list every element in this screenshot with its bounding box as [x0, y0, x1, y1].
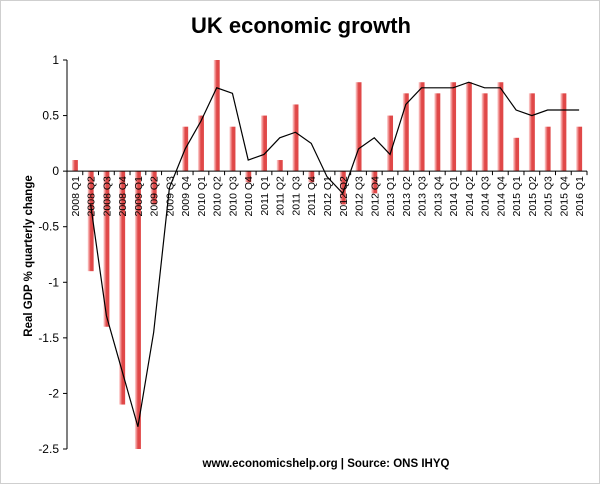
y-tick-label: -0.5: [38, 220, 59, 234]
y-tick-label: 0: [52, 164, 59, 178]
y-tick-label: -1: [48, 275, 59, 289]
x-tick-label: 2008 Q4: [117, 176, 129, 216]
x-tick-label: 2012 Q1: [322, 176, 334, 216]
x-tick-label: 2014 Q4: [495, 176, 507, 216]
trend-line: [90, 81, 580, 427]
x-tick-label: 2008 Q2: [86, 176, 98, 216]
bar-2016-q1: [576, 126, 583, 172]
x-tick-label: 2013 Q3: [417, 176, 429, 216]
bar-2008-q3: [103, 171, 110, 327]
x-tick-label: 2012 Q4: [369, 176, 381, 216]
line-layer: [90, 81, 580, 427]
bar-2008-q4: [119, 171, 126, 405]
bar-2009-q1: [134, 171, 141, 449]
x-tick-label: 2010 Q1: [196, 176, 208, 216]
y-tick-label: -2: [48, 386, 59, 400]
bar-2010-q1: [197, 115, 204, 172]
bar-2013-q3: [418, 82, 425, 172]
x-tick-label: 2014 Q3: [480, 176, 492, 216]
bar-2015-q3: [544, 126, 551, 172]
y-tick-label: -1.5: [38, 331, 59, 345]
y-axis-label: Real GDP % quarterly change: [23, 175, 35, 336]
x-tick-label: 2013 Q1: [385, 176, 397, 216]
x-tick-label: 2009 Q4: [180, 176, 192, 216]
bar-2011-q1: [260, 115, 267, 172]
chart-title: UK economic growth: [191, 13, 411, 38]
axes-layer: [63, 59, 588, 450]
x-tick-label: 2015 Q2: [527, 176, 539, 216]
bar-2011-q3: [292, 104, 299, 172]
bar-2010-q3: [229, 126, 236, 172]
y-tick-label: 0.5: [42, 109, 59, 123]
x-tick-label: 2012 Q3: [354, 176, 366, 216]
bar-2013-q4: [434, 93, 441, 172]
x-tick-label: 2010 Q2: [212, 176, 224, 216]
x-tick-label: 2013 Q4: [432, 176, 444, 216]
bar-2014-q3: [481, 93, 488, 172]
bar-2014-q2: [465, 82, 472, 172]
x-tick-label: 2011 Q4: [306, 176, 318, 216]
bar-2012-q4: [371, 171, 378, 194]
bar-2011-q4: [308, 171, 315, 183]
x-tick-label: 2011 Q2: [275, 176, 287, 216]
x-tick-label: 2012 Q2: [338, 176, 350, 216]
bar-2015-q2: [528, 93, 535, 172]
bars-layer: [71, 60, 583, 449]
x-tick-label: 2015 Q1: [511, 176, 523, 216]
bar-2008-q2: [87, 171, 94, 272]
bar-2014-q4: [497, 82, 504, 172]
bar-2014-q1: [450, 82, 457, 172]
bar-2012-q3: [355, 82, 362, 172]
y-tick-label: -2.5: [38, 442, 59, 456]
x-tick-label: 2014 Q1: [448, 176, 460, 216]
y-tick-label: 1: [52, 53, 59, 67]
bar-2010-q4: [245, 171, 252, 183]
x-tick-label: 2016 Q1: [574, 176, 586, 216]
x-tick-label: 2011 Q3: [290, 176, 302, 216]
bar-2008-q1: [71, 160, 78, 172]
bar-2015-q1: [513, 137, 520, 172]
bar-2015-q4: [560, 93, 567, 172]
x-tick-label: 2009 Q2: [149, 176, 161, 216]
x-tick-label: 2011 Q1: [259, 176, 271, 216]
bar-2010-q2: [213, 60, 220, 172]
bar-2011-q2: [276, 160, 283, 172]
x-tick-label: 2010 Q4: [243, 176, 255, 216]
x-tick-label: 2010 Q3: [227, 176, 239, 216]
x-tick-label: 2009 Q1: [133, 176, 145, 216]
x-tick-label: 2013 Q2: [401, 176, 413, 216]
x-tick-label: 2009 Q3: [164, 176, 176, 216]
x-tick-label: 2014 Q2: [464, 176, 476, 216]
bar-2012-q2: [339, 171, 346, 205]
x-tick-label: 2015 Q4: [558, 176, 570, 216]
bar-2013-q2: [402, 93, 409, 172]
source-note: www.economicshelp.org | Source: ONS IHYQ: [202, 458, 450, 470]
bar-2013-q1: [387, 115, 394, 172]
x-tick-label: 2008 Q3: [101, 176, 113, 216]
x-tick-label: 2008 Q1: [70, 176, 82, 216]
bar-2009-q2: [150, 171, 157, 205]
x-tick-label: 2015 Q3: [543, 176, 555, 216]
